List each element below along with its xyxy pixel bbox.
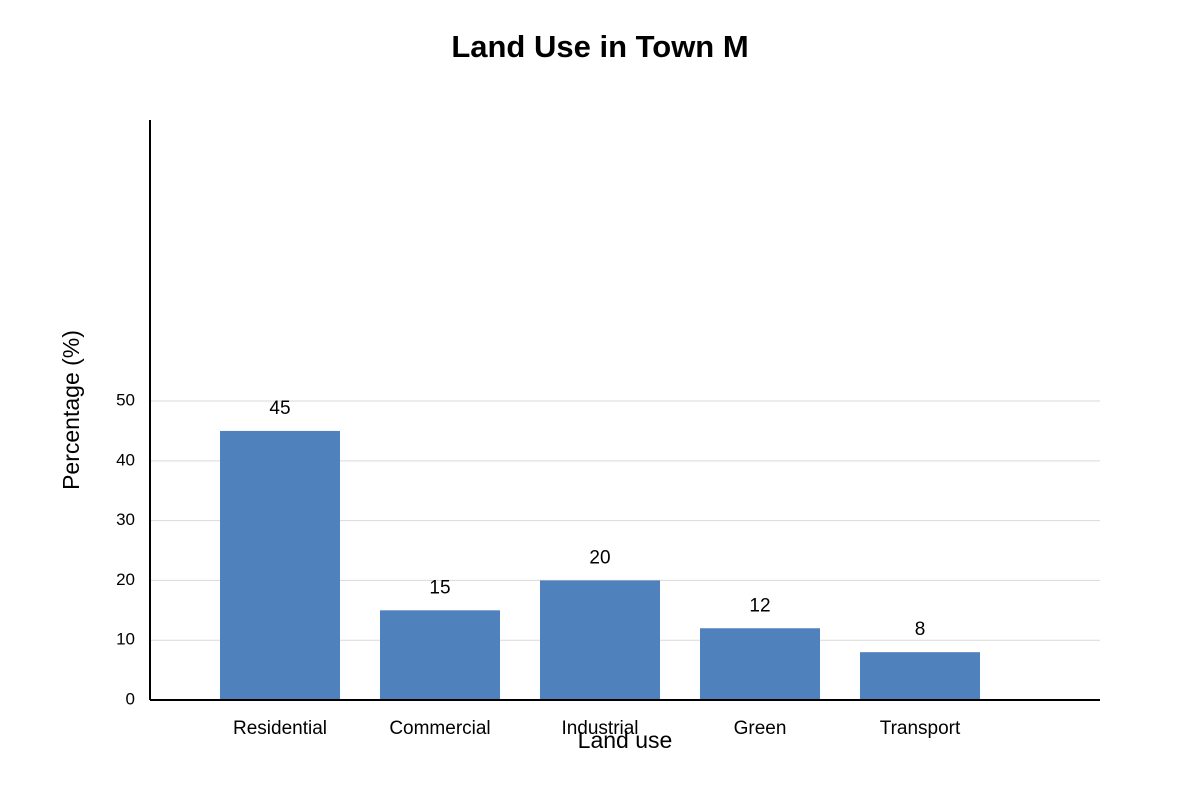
x-tick-label: Transport [880, 718, 961, 739]
bar [540, 580, 660, 700]
y-tick-label: 40 [116, 450, 135, 469]
data-label: 15 [429, 577, 450, 598]
bar [380, 610, 500, 700]
bar [700, 628, 820, 700]
chart-title: Land Use in Town M [451, 29, 748, 64]
x-axis-title: Land use [578, 727, 673, 753]
x-tick-label: Industrial [561, 718, 638, 739]
x-tick-label: Residential [233, 718, 327, 739]
x-tick-label: Green [734, 718, 787, 739]
data-label: 12 [749, 595, 770, 616]
data-label: 20 [589, 547, 610, 568]
data-label: 8 [915, 619, 926, 640]
y-tick-label: 0 [126, 689, 135, 708]
y-tick-label: 20 [116, 570, 135, 589]
y-tick-label: 30 [116, 510, 135, 529]
bar [860, 652, 980, 700]
data-label: 45 [269, 398, 290, 419]
y-tick-label: 10 [116, 630, 135, 649]
y-tick-label: 50 [116, 391, 135, 410]
y-axis-title: Percentage (%) [58, 330, 84, 490]
bar [220, 430, 340, 700]
x-tick-label: Commercial [389, 718, 490, 739]
